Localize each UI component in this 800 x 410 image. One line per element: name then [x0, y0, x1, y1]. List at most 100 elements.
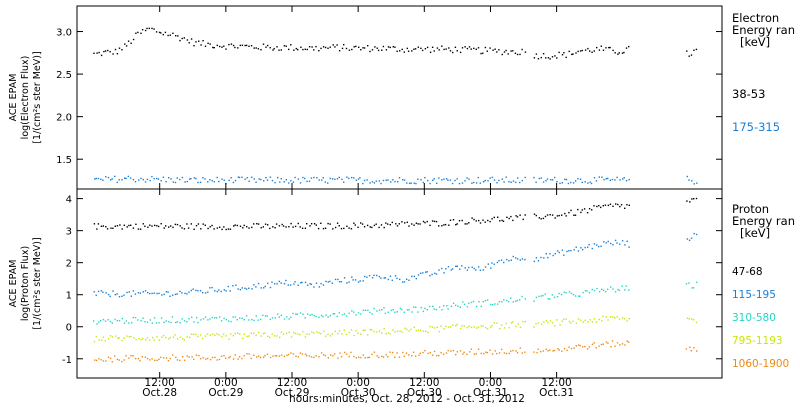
data-point: [450, 305, 452, 307]
data-point: [127, 175, 130, 178]
data-point: [449, 219, 452, 221]
data-point: [391, 279, 393, 281]
data-point: [442, 353, 445, 355]
series-115-195: [93, 232, 698, 298]
data-point: [426, 309, 428, 311]
data-point: [341, 47, 344, 50]
data-point: [160, 356, 162, 359]
data-point: [598, 49, 601, 51]
data-point: [570, 292, 573, 295]
data-point: [473, 326, 475, 328]
data-point: [375, 223, 377, 225]
data-point: [607, 240, 609, 243]
data-point: [395, 223, 397, 225]
data-point: [334, 46, 336, 48]
data-point: [519, 214, 521, 216]
data-point: [255, 334, 257, 336]
data-point: [624, 207, 626, 209]
data-point: [544, 215, 547, 218]
data-point: [267, 44, 269, 47]
data-point: [95, 359, 98, 362]
data-point: [438, 49, 440, 51]
data-point: [392, 329, 394, 331]
data-point: [552, 350, 554, 352]
data-point: [614, 179, 616, 181]
data-point: [482, 325, 484, 327]
data-point: [551, 179, 554, 181]
data-point: [111, 361, 113, 363]
data-point: [228, 43, 230, 46]
data-point: [411, 355, 413, 357]
data-point: [506, 258, 508, 261]
data-point: [221, 228, 223, 231]
data-point: [105, 292, 107, 294]
data-point: [496, 261, 499, 264]
data-point: [588, 208, 591, 210]
data-point: [429, 182, 431, 185]
data-point: [626, 340, 628, 342]
data-point: [624, 289, 626, 291]
data-point: [146, 337, 149, 339]
data-point: [257, 282, 260, 285]
data-point: [383, 277, 385, 279]
data-point: [165, 225, 167, 227]
data-point: [186, 180, 188, 183]
data-point: [244, 287, 246, 289]
data-point: [625, 285, 627, 287]
data-point: [288, 318, 290, 320]
data-point: [392, 46, 394, 48]
data-point: [223, 179, 225, 181]
data-point: [176, 293, 178, 295]
data-point: [271, 281, 273, 283]
data-point: [154, 224, 156, 227]
data-point: [695, 48, 698, 51]
data-point: [547, 350, 549, 352]
data-point: [216, 359, 218, 361]
data-point: [93, 340, 96, 343]
data-point: [417, 178, 419, 180]
data-point: [554, 176, 556, 179]
data-point: [323, 330, 325, 332]
data-point: [452, 219, 455, 221]
data-point: [128, 336, 130, 338]
data-point: [149, 292, 151, 295]
data-point: [289, 284, 292, 286]
data-point: [516, 53, 519, 56]
data-point: [237, 288, 239, 290]
data-point: [454, 46, 457, 48]
data-point: [127, 40, 130, 42]
data-point: [341, 314, 344, 316]
data-point: [234, 46, 236, 49]
data-point: [116, 53, 119, 55]
data-point: [282, 333, 285, 335]
data-point: [512, 180, 515, 182]
data-point: [491, 218, 493, 220]
data-point: [230, 43, 233, 45]
data-point: [313, 286, 315, 288]
data-point: [125, 177, 127, 180]
data-point: [359, 313, 362, 315]
data-point: [695, 197, 698, 200]
data-point: [211, 356, 214, 359]
data-point: [505, 176, 507, 178]
data-point: [350, 329, 353, 331]
data-point: [519, 299, 521, 301]
data-point: [93, 291, 95, 293]
data-point: [577, 250, 580, 252]
data-point: [363, 179, 366, 182]
data-point: [382, 45, 385, 48]
data-point: [141, 338, 144, 340]
data-point: [406, 221, 408, 223]
data-point: [304, 317, 306, 319]
data-point: [521, 179, 523, 182]
data-point: [237, 358, 239, 360]
data-point: [394, 275, 397, 277]
data-point: [619, 243, 621, 245]
data-point: [151, 225, 153, 227]
data-point: [190, 333, 193, 335]
data-point: [626, 240, 628, 242]
data-point: [98, 358, 100, 360]
data-point: [360, 222, 362, 224]
data-point: [387, 356, 389, 358]
data-point: [132, 227, 135, 229]
